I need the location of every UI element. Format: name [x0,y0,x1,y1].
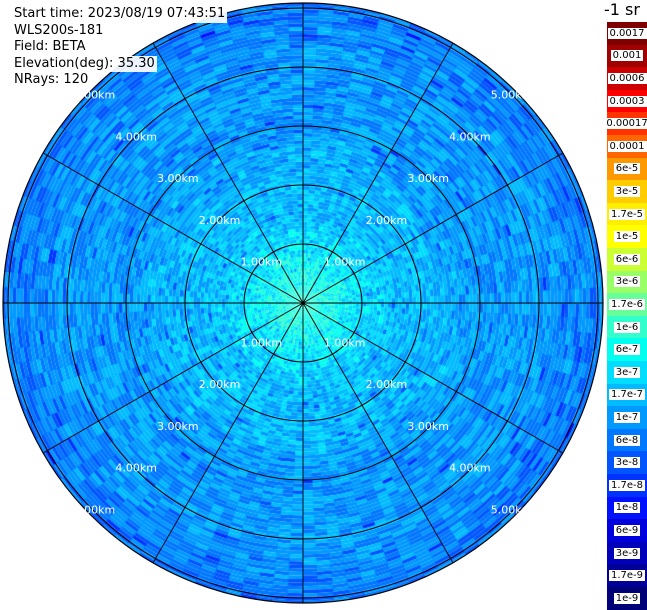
colorbar-label: 0.0003 [607,95,647,107]
start-time: Start time: 2023/08/19 07:43:51 [12,6,228,23]
colorbar-swatch: 3e-5 [607,180,647,203]
ring-label: 4.00km [115,462,157,475]
colorbar-label: 1.7e-5 [608,208,646,220]
ring-label: 1.00km [240,255,282,268]
radial-spoke [302,302,564,454]
colorbar-swatch: 3e-7 [607,361,647,384]
radial-spoke [302,152,564,304]
ring-label: 5.00km [491,503,533,516]
ring-label: 2.00km [199,378,241,391]
colorbar-label: 3e-5 [613,185,641,197]
colorbar-swatch: 6e-6 [607,248,647,271]
colorbar-label: 1e-5 [613,231,641,243]
ring-label: 4.00km [449,462,491,475]
radial-spoke [42,302,304,454]
colorbar-label: 1.7e-6 [608,298,646,310]
colorbar-label: 1e-6 [613,321,641,333]
colorbar-label: 0.001 [610,50,644,62]
elevation: Elevation(deg): 35.30 [12,55,157,72]
colorbar: 0.0017 0.001 0.0006 0.0003 0.00017 0.0001 6e-5… [604,0,647,610]
colorbar-swatch: 6e-8 [607,428,647,452]
colorbar-swatch: 0.0003 [607,89,647,113]
colorbar-label: 1.7e-8 [608,479,646,491]
radial-spoke [302,302,454,564]
colorbar-swatch: 1e-9 [607,587,647,610]
colorbar-label: 0.0001 [607,140,647,152]
colorbar-label: 6e-9 [613,524,641,536]
colorbar-swatch: 1.7e-6 [607,293,647,316]
range-ring [125,125,481,481]
colorbar-swatch: 0.0017 [607,22,647,45]
colorbar-label: 1.7e-7 [608,389,646,401]
ring-label: 3.00km [407,172,449,185]
colorbar-label: 3e-8 [613,457,641,469]
colorbar-label: 1e-9 [613,592,641,604]
colorbar-label: 3e-6 [613,276,641,288]
colorbar-swatch: 0.0001 [607,135,647,158]
ring-label: 1.00km [240,337,282,350]
outer-ring [2,2,604,604]
colorbar-label: 3e-9 [613,547,641,559]
colorbar-swatch: 3e-6 [607,270,647,294]
ring-label: 1.00km [324,255,366,268]
ppi-overlay: 1.00km 1.00km 1.00km 1.00km 2.00km 2.00km 2.00… [2,2,604,604]
colorbar-swatch: 3e-8 [607,451,647,474]
colorbar-swatch: 1e-5 [607,225,647,248]
colorbar-label: 1.7e-9 [608,570,646,582]
colorbar-label: 3e-7 [613,366,641,378]
colorbar-label: 6e-5 [613,163,641,175]
colorbar-swatch: 1.7e-9 [607,564,647,587]
colorbar-swatch: 6e-9 [607,519,647,542]
colorbar-label: 0.0006 [607,72,647,84]
ring-label: 2.00km [199,214,241,227]
colorbar-swatch: 1.7e-5 [607,202,647,226]
range-ring [243,243,363,363]
colorbar-swatch: 1e-6 [607,315,647,339]
colorbar-label: 6e-6 [613,253,641,265]
instrument-name: WLS200s-181 [12,22,106,39]
ring-label: 2.00km [366,214,408,227]
ring-label: 4.00km [449,130,491,143]
radial-spoke [42,152,304,304]
ring-label: 5.00km [491,89,533,102]
colorbar-label: 1e-8 [613,502,641,514]
nrays: NRays: 120 [12,72,91,89]
ring-label: 3.00km [157,172,199,185]
ring-label: 3.00km [157,420,199,433]
range-ring [184,184,422,422]
colorbar-label: 6e-7 [613,344,641,356]
colorbar-label: 6e-8 [613,434,641,446]
colorbar-label: 1e-7 [613,411,641,423]
radial-spoke [152,42,304,304]
colorbar-unit: -1 sr [604,0,640,19]
colorbar-label: 0.00017 [604,118,647,130]
colorbar-swatch: 0.00017 [604,112,647,135]
ring-label: 2.00km [366,378,408,391]
colorbar-label: 0.0017 [607,27,647,39]
ring-label: 3.00km [407,420,449,433]
ring-label: 1.00km [324,337,366,350]
range-ring [7,7,599,599]
field-name: Field: BETA [12,39,88,56]
colorbar-swatch: 1e-7 [607,406,647,429]
colorbar-swatch: 6e-7 [607,338,647,361]
colorbar-swatch: 3e-9 [607,541,647,565]
colorbar-swatch: 6e-5 [607,157,647,181]
colorbar-swatch: 0.001 [607,44,647,68]
colorbar-swatch: 1e-8 [607,496,647,520]
colorbar-swatch: 1.7e-7 [607,383,647,407]
ring-label: 5.00km [74,89,116,102]
colorbar-swatch: 0.0006 [607,67,647,90]
radial-spoke [302,42,454,304]
ring-label: 4.00km [115,130,157,143]
info-panel: Start time: 2023/08/19 07:43:51 WLS200s-… [12,6,228,89]
range-ring [66,66,540,540]
radial-spoke [152,302,304,564]
colorbar-swatch: 1.7e-8 [607,474,647,497]
ring-label: 5.00km [74,503,116,516]
